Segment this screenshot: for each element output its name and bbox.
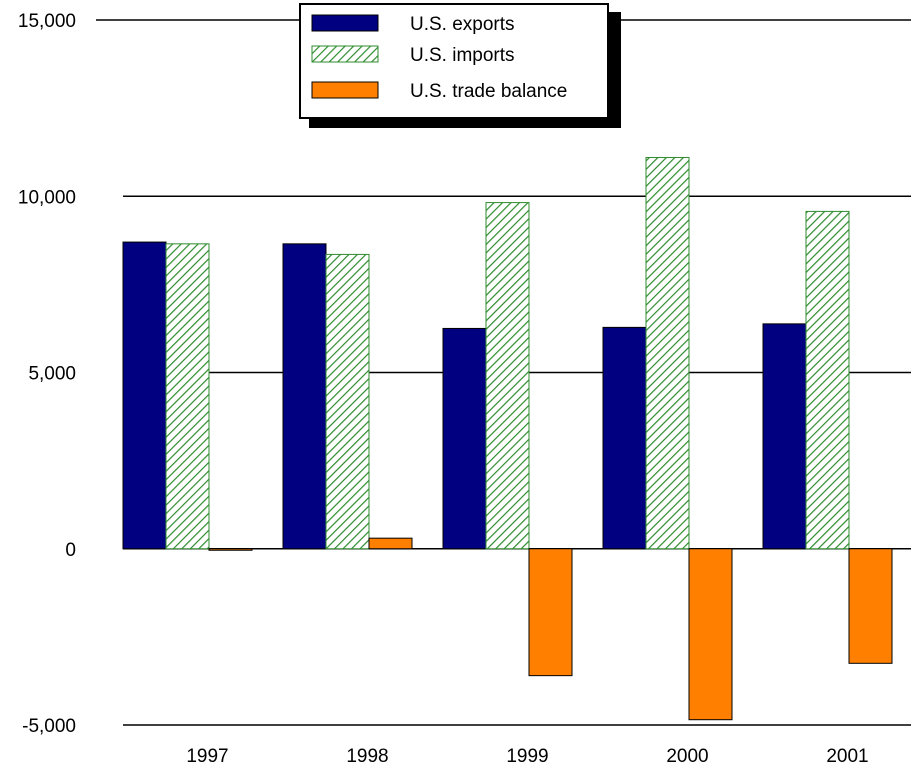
bar-u-s-exports-1998 (282, 243, 327, 550)
bar-u-s-imports-2000 (645, 156, 690, 550)
bar-u-s-trade-balance-1997 (208, 548, 253, 551)
y-tick-label: 15,000 (18, 11, 76, 32)
bar-u-s-exports-2001 (762, 323, 807, 550)
y-axis-ticks: -5,000 0 5,000 10,000 15,000 (18, 11, 76, 737)
x-tick-label: 1999 (506, 746, 548, 767)
legend: U.S. exports U.S. imports U.S. trade balan… (299, 3, 621, 128)
bar-u-s-imports-1998 (325, 253, 370, 550)
bar-u-s-imports-1999 (485, 202, 530, 550)
bar-u-s-imports-2001 (805, 210, 850, 550)
bars (122, 156, 893, 721)
legend-label: U.S. trade balance (410, 81, 567, 102)
bar-u-s-exports-1999 (442, 327, 487, 550)
x-tick-label: 2000 (666, 746, 708, 767)
y-tick-label: 0 (65, 540, 76, 561)
legend-swatch (311, 81, 379, 99)
bar-u-s-trade-balance-2001 (848, 548, 893, 664)
y-tick-label: 10,000 (18, 187, 76, 208)
x-axis-ticks: 1997 1998 1999 2000 2001 (186, 746, 868, 767)
legend-swatch (311, 14, 379, 32)
bar-u-s-imports-1997 (165, 243, 210, 550)
bar-u-s-trade-balance-1999 (528, 548, 573, 677)
bar-u-s-trade-balance-1998 (368, 537, 413, 550)
y-tick-label: 5,000 (28, 364, 76, 385)
bar-u-s-exports-2000 (602, 326, 647, 550)
x-tick-label: 1997 (186, 746, 228, 767)
bar-u-s-trade-balance-2000 (688, 548, 733, 721)
y-tick-label: -5,000 (22, 716, 76, 737)
legend-label: U.S. exports (410, 14, 515, 35)
legend-swatch (311, 45, 379, 63)
legend-label: U.S. imports (410, 45, 515, 66)
x-tick-label: 1998 (346, 746, 388, 767)
bar-u-s-exports-1997 (122, 241, 167, 550)
x-tick-label: 2001 (826, 746, 868, 767)
